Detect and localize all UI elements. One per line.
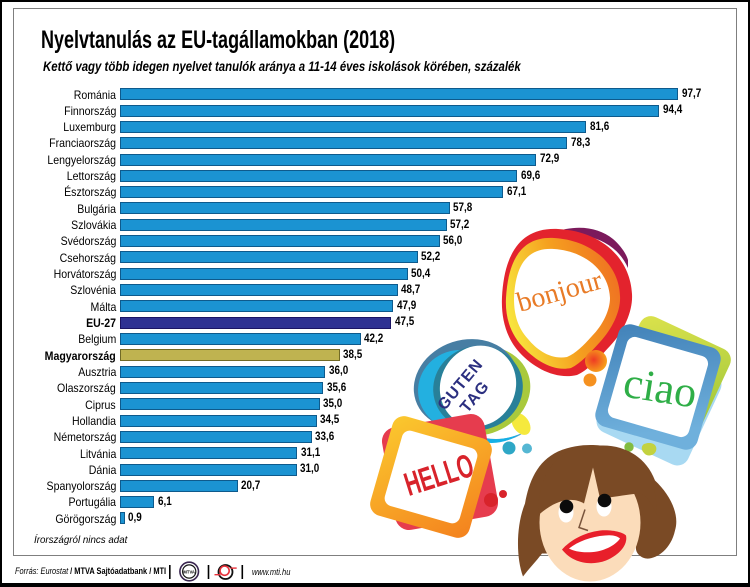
svg-text:ciao: ciao <box>620 358 700 418</box>
svg-text:MTVA: MTVA <box>183 569 195 574</box>
